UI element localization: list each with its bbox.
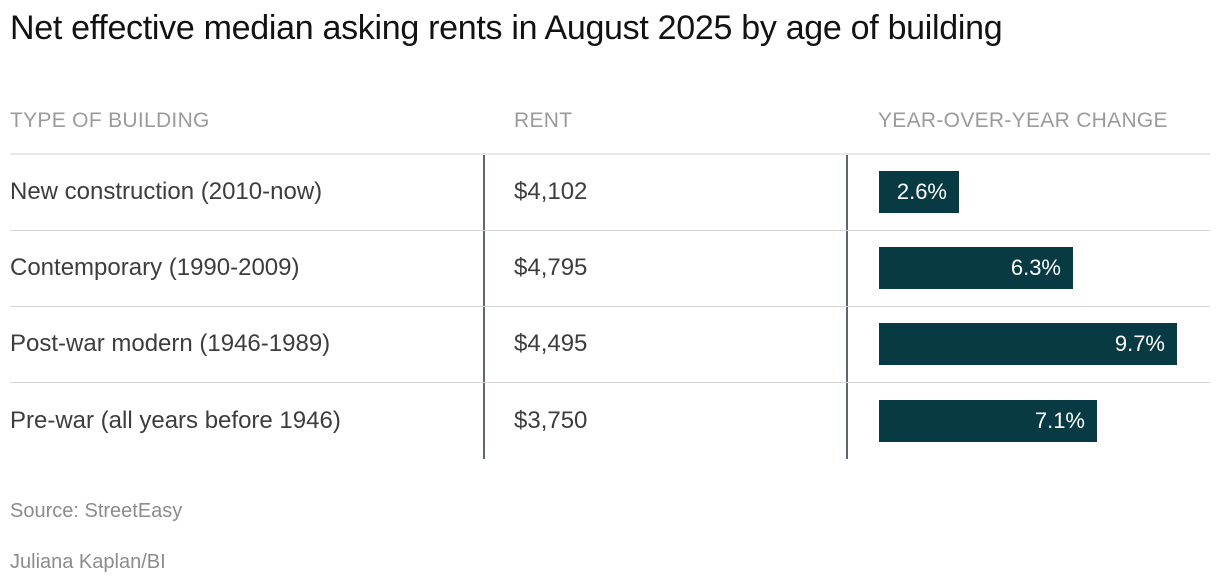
building-type-label: Post-war modern (1946-1989) [10,330,331,358]
chart-title: Net effective median asking rents in Aug… [10,9,1003,47]
yoy-bar-label: 7.1% [1034,407,1085,433]
chart-footer: Source: StreetEasy Juliana Kaplan/BI [10,459,1210,574]
building-type-label: Pre-war (all years before 1946) [10,406,341,434]
table-row: New construction (2010-now) $4,102 2.6% [10,154,1210,231]
yoy-bar-label: 2.6% [896,179,947,205]
building-type-label: Contemporary (1990-2009) [10,254,300,282]
yoy-bar-label: 9.7% [1114,331,1165,357]
chart-container: Net effective median asking rents in Aug… [10,9,1210,574]
author-byline: Juliana Kaplan/BI [10,550,166,573]
column-header-yoy-change: YEAR-OVER-YEAR CHANGE [878,108,1168,132]
table-row: Pre-war (all years before 1946) $3,750 7… [10,382,1210,459]
table-row: Contemporary (1990-2009) $4,795 6.3% [10,230,1210,307]
rent-value: $4,102 [514,178,588,206]
table-row: Post-war modern (1946-1989) $4,495 9.7% [10,306,1210,383]
yoy-bar: 2.6% [879,171,959,214]
yoy-bar: 9.7% [879,323,1177,366]
yoy-bar-label: 6.3% [1010,255,1061,281]
column-header-rent: RENT [514,108,573,132]
yoy-bar: 6.3% [879,247,1073,290]
rent-value: $4,795 [514,254,588,282]
rent-value: $3,750 [514,406,588,434]
column-header-type: TYPE OF BUILDING [10,108,210,132]
source-credit: Source: StreetEasy [10,499,183,522]
yoy-bar: 7.1% [879,399,1097,442]
rent-value: $4,495 [514,330,588,358]
building-type-label: New construction (2010-now) [10,178,323,206]
rent-table: TYPE OF BUILDING RENT YEAR-OVER-YEAR CHA… [10,49,1210,459]
table-header-row: TYPE OF BUILDING RENT YEAR-OVER-YEAR CHA… [10,49,1210,155]
